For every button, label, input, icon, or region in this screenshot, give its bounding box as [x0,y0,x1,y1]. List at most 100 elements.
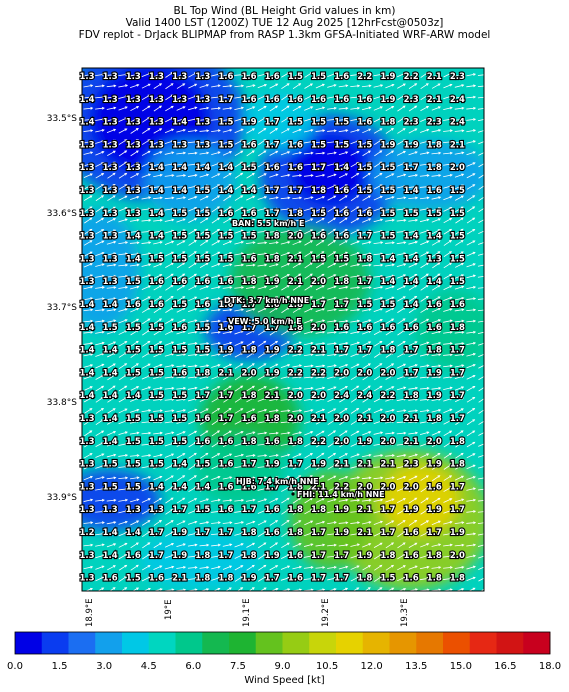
bl-height-value: 1.4 [172,118,187,128]
bl-height-value: 2.0 [450,551,465,561]
bl-height-value: 2.1 [357,414,372,424]
bl-height-value: 1.8 [265,414,280,424]
bl-height-value: 1.7 [149,528,164,538]
bl-height-value: 1.5 [450,277,465,287]
bl-height-value: 1.5 [103,460,118,470]
bl-height-value: 1.8 [404,391,419,401]
colorbar-tick: 1.5 [51,661,68,672]
bl-height-value: 2.2 [380,391,395,401]
bl-height-value: 1.7 [242,300,257,310]
bl-height-value: 1.8 [334,277,349,287]
bl-height-value: 1.4 [149,186,164,196]
bl-height-value: 2.1 [172,574,187,584]
bl-height-value: 1.8 [450,460,465,470]
bl-height-value: 1.5 [149,391,164,401]
bl-height-value: 1.5 [427,209,442,219]
site-dot [291,492,295,496]
bl-height-value: 2.2 [288,346,303,356]
bl-height-value: 1.6 [265,437,280,447]
bl-height-value: 1.4 [172,460,187,470]
bl-height-value: 1.7 [404,346,419,356]
bl-height-value: 2.0 [380,368,395,378]
bl-height-value: 1.7 [450,368,465,378]
bl-height-value: 1.5 [380,163,395,173]
site-label: DTK: 3.7 km/h NNE [224,296,309,305]
chart-title-line-1: BL Top Wind (BL Height Grid values in km… [173,5,396,17]
colorbar-tick: 12.0 [360,661,383,672]
bl-height-value: 2.3 [404,118,419,128]
bl-height-value: 1.8 [265,232,280,242]
bl-height-value: 1.3 [103,72,118,82]
colorbar-tick: 10.5 [315,661,339,672]
bl-height-value: 1.5 [195,232,210,242]
bl-height-value: 1.3 [126,118,141,128]
bl-height-value: 1.4 [103,346,118,356]
bl-height-value: 1.5 [242,232,257,242]
bl-height-value: 2.0 [357,482,372,492]
bl-height-value: 1.3 [427,254,442,264]
bl-height-value: 1.5 [450,254,465,264]
bl-height-value: 1.6 [265,505,280,515]
bl-height-value: 1.3 [172,72,187,82]
bl-height-value: 2.0 [380,437,395,447]
bl-height-value: 1.3 [195,95,210,105]
bl-height-value: 1.5 [149,368,164,378]
bl-height-value: 2.0 [311,323,326,333]
map-frame [81,67,485,592]
bl-height-value: 1.4 [79,346,94,356]
bl-height-value: 1.4 [404,277,419,287]
site-dot [222,297,226,301]
colorbar-label: Wind Speed [kt] [244,675,325,686]
bl-height-value: 1.3 [103,209,118,219]
bl-height-value: 1.5 [126,323,141,333]
bl-height-value: 1.4 [149,232,164,242]
bl-height-value: 1.4 [103,414,118,424]
bl-height-value: 1.9 [404,140,419,150]
bl-height-value: 1.4 [427,277,442,287]
bl-height-value: 1.3 [79,551,94,561]
site-label: FHI: 11.4 km/h NNE [297,490,385,499]
bl-height-value: 1.6 [218,300,233,310]
bl-height-value: 1.8 [357,254,372,264]
bl-height-value: 2.2 [357,72,372,82]
bl-height-value: 1.4 [427,232,442,242]
bl-height-value: 1.5 [357,163,372,173]
colorbar-tick: 0.0 [7,661,23,672]
bl-height-value: 1.8 [242,391,257,401]
lat-label-33-6: 33.6°S [46,209,77,219]
bl-height-value: 1.5 [334,118,349,128]
bl-height-value: 1.3 [195,140,210,150]
bl-height-value: 2.0 [334,437,349,447]
bl-height-value: 1.8 [380,346,395,356]
bl-height-value: 2.2 [404,72,419,82]
bl-height-value: 1.8 [242,346,257,356]
bl-height-value: 1.5 [149,346,164,356]
bl-height-value: 1.6 [172,323,187,333]
bl-height-value: 1.5 [126,346,141,356]
lat-label-33-8: 33.8°S [46,398,77,408]
bl-height-value: 1.5 [311,140,326,150]
bl-height-value: 1.4 [149,163,164,173]
bl-height-value: 2.3 [450,72,465,82]
bl-height-value: 1.7 [265,140,280,150]
bl-height-value: 1.4 [334,163,349,173]
bl-height-value: 1.5 [126,277,141,287]
bl-height-value: 1.4 [218,186,233,196]
bl-height-value: 1.6 [218,482,233,492]
bl-height-value: 2.3 [404,460,419,470]
bl-height-value: 2.1 [427,95,442,105]
bl-height-value: 1.8 [288,437,303,447]
bl-height-value: 1.7 [311,574,326,584]
bl-height-value: 1.8 [357,574,372,584]
bl-height-value: 1.9 [265,551,280,561]
bl-height-value: 1.9 [265,368,280,378]
bl-height-value: 1.9 [427,368,442,378]
bl-height-value: 1.7 [450,482,465,492]
colorbar-tick: 6.0 [185,661,202,672]
bl-height-value: 1.9 [404,505,419,515]
bl-height-value: 1.5 [195,323,210,333]
bl-height-value: 1.6 [195,300,210,310]
bl-height-value: 1.7 [334,551,349,561]
bl-height-value: 1.4 [242,186,257,196]
